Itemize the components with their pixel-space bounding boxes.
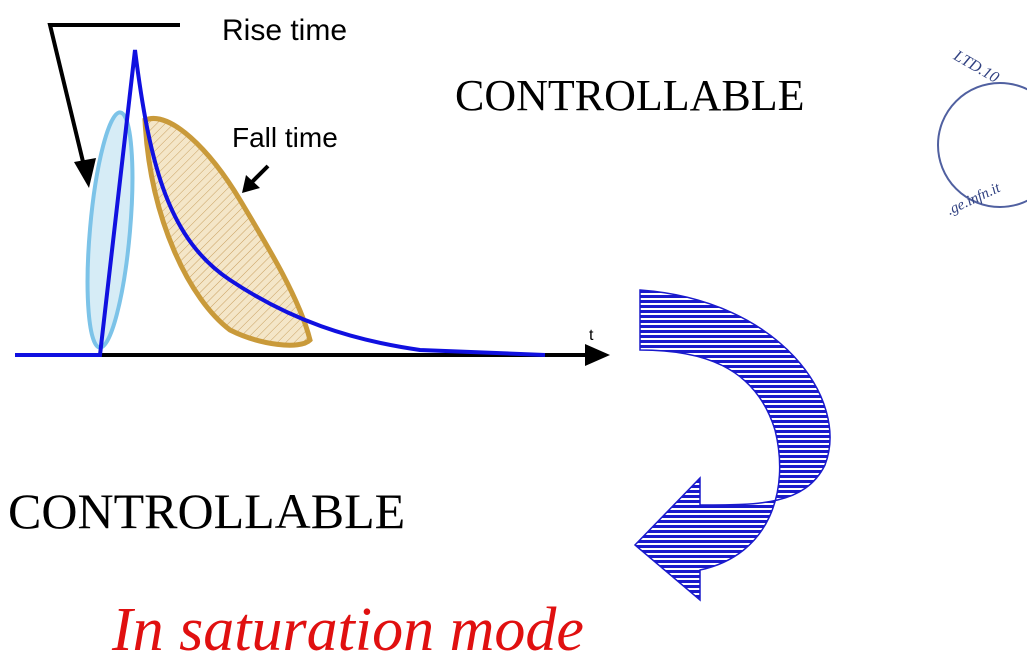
- fall-time-label: Fall time: [232, 122, 338, 153]
- rise-region: [85, 110, 135, 350]
- stamp-text: LTD.10: [950, 47, 1002, 87]
- top-text: CONTROLLABLE: [455, 71, 805, 120]
- rise-pointer: [47, 23, 180, 171]
- axis-label: t: [589, 327, 594, 344]
- fall-pointer-head: [242, 175, 260, 193]
- bottom-text: CONTROLLABLE: [8, 483, 405, 539]
- pulse-curve: [15, 49, 546, 357]
- rise-pointer-head: [74, 158, 96, 188]
- curved-arrow: [633, 289, 831, 602]
- caption: In saturation mode: [111, 596, 584, 664]
- fall-region: [142, 116, 313, 348]
- axis-arrowhead: [585, 344, 610, 366]
- fall-pointer: [250, 164, 270, 184]
- stamp: [937, 82, 1027, 208]
- rise-time-label: Rise time: [222, 14, 347, 47]
